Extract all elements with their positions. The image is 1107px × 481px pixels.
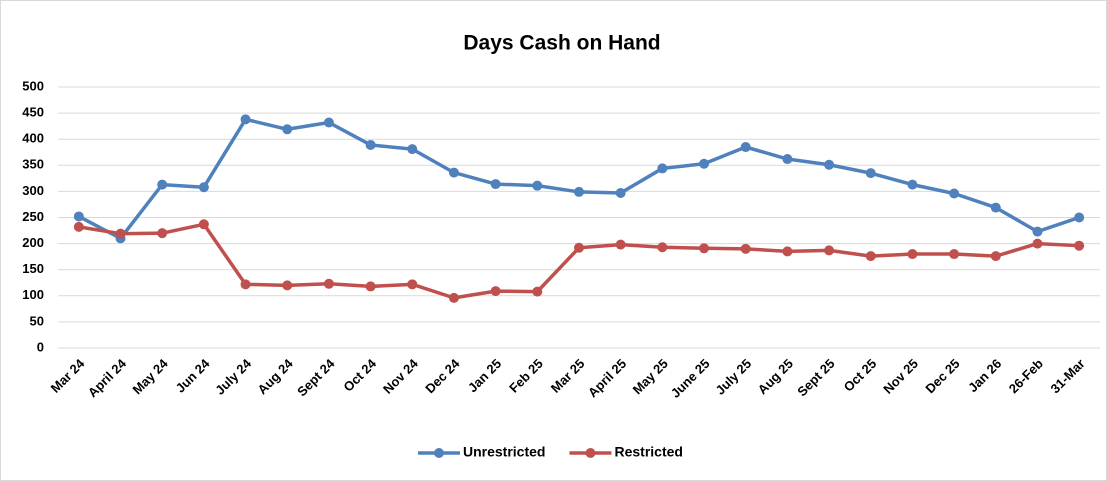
- data-point: [782, 246, 793, 257]
- data-point: [73, 211, 84, 222]
- y-tick-label: 450: [22, 105, 44, 120]
- data-point: [574, 186, 584, 197]
- data-point: [407, 144, 418, 155]
- data-point: [532, 286, 543, 297]
- data-point: [865, 168, 876, 179]
- y-tick-label: 0: [37, 339, 44, 354]
- data-point: [490, 179, 501, 190]
- data-point: [448, 292, 459, 303]
- data-point: [282, 124, 293, 135]
- y-tick-label: 200: [22, 235, 44, 250]
- y-tick-label: 150: [22, 261, 44, 276]
- data-point: [323, 278, 334, 289]
- data-point: [824, 159, 835, 170]
- data-point: [1032, 238, 1043, 249]
- y-tick-label: 400: [22, 131, 44, 146]
- data-point: [73, 221, 84, 232]
- data-point: [657, 242, 668, 253]
- data-point: [657, 163, 668, 174]
- y-tick-label: 300: [22, 183, 44, 198]
- data-point: [699, 243, 710, 254]
- data-point: [990, 251, 1001, 262]
- data-point: [740, 243, 751, 254]
- data-point: [282, 280, 293, 291]
- data-point: [532, 180, 543, 191]
- data-point: [115, 228, 126, 239]
- data-point: [574, 242, 584, 253]
- y-tick-label: 350: [22, 157, 44, 172]
- data-point: [615, 187, 626, 198]
- data-point: [615, 239, 626, 250]
- data-point: [407, 279, 418, 290]
- data-point: [1032, 226, 1043, 237]
- y-tick-label: 50: [30, 313, 44, 328]
- legend-marker: [434, 448, 444, 458]
- data-point: [157, 179, 168, 190]
- data-point: [365, 139, 376, 150]
- data-point: [907, 249, 918, 260]
- data-point: [990, 202, 1001, 213]
- y-tick-label: 250: [22, 209, 44, 224]
- legend-label: Unrestricted: [463, 444, 545, 460]
- data-point: [1074, 240, 1085, 251]
- chart-title: Days Cash on Hand: [463, 32, 660, 55]
- data-point: [907, 179, 918, 190]
- legend-marker: [585, 448, 596, 458]
- data-point: [240, 279, 251, 290]
- data-point: [157, 228, 168, 239]
- data-point: [490, 286, 501, 297]
- data-point: [240, 114, 251, 125]
- data-point: [198, 219, 209, 230]
- data-point: [323, 117, 334, 128]
- data-point: [198, 182, 209, 193]
- legend-label: Restricted: [614, 444, 682, 460]
- data-point: [699, 158, 710, 169]
- y-tick-label: 500: [22, 78, 44, 93]
- data-point: [448, 167, 459, 178]
- data-point: [1074, 212, 1085, 223]
- data-point: [740, 142, 751, 153]
- data-point: [782, 154, 793, 165]
- data-point: [365, 281, 376, 292]
- data-point: [865, 251, 876, 262]
- data-point: [949, 188, 960, 199]
- data-point: [949, 249, 960, 260]
- data-point: [824, 245, 835, 256]
- y-tick-label: 100: [22, 287, 44, 302]
